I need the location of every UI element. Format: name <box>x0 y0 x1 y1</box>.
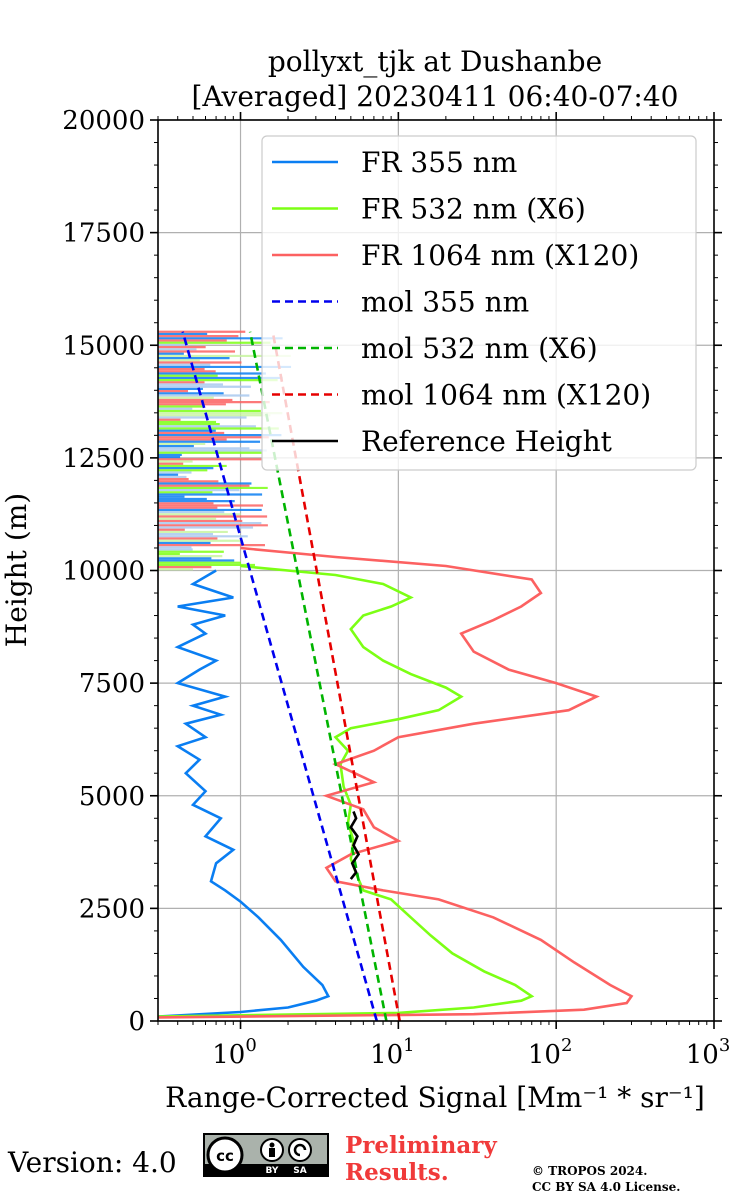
series-line-2 <box>157 546 634 1019</box>
legend-box <box>261 135 697 471</box>
legend-entry-5: mol 1064 nm (X120) <box>361 379 651 412</box>
copyright-line2: CC BY SA 4.0 License. <box>532 1180 681 1194</box>
series-line-6 <box>349 811 361 880</box>
legend-entry-3: mol 355 nm <box>361 286 529 319</box>
y-tick-label: 12500 <box>62 444 145 474</box>
x-tick-label: 100 <box>212 1035 257 1070</box>
preliminary-results-note: Preliminary Results. <box>345 1132 497 1186</box>
y-tick-label: 15000 <box>62 331 145 361</box>
y-tick-label: 2500 <box>79 894 145 924</box>
legend-entry-4: mol 532 nm (X6) <box>361 332 598 365</box>
y-tick-label: 17500 <box>62 219 145 249</box>
axes: 0 2500 5000 7500 10000 12500 15000 17500 20000 10… <box>62 106 730 1070</box>
y-axis-label: Height (m) <box>0 493 33 647</box>
cc-license-badge[interactable]: cc BY SA <box>203 1133 329 1177</box>
copyright-line1: © TROPOS 2024. <box>532 1164 648 1178</box>
legend-entry-6: Reference Height <box>361 425 613 458</box>
chart-title-line1: pollyxt_tjk at Dushanbe <box>268 45 602 78</box>
sa-mark: SA <box>293 1166 306 1175</box>
legend-entry-0: FR 355 nm <box>361 146 517 179</box>
by-mark: BY <box>266 1166 279 1175</box>
x-tick-label: 101 <box>370 1035 415 1070</box>
series-line-0 <box>157 569 331 1018</box>
legend: FR 355 nm FR 532 nm (X6) FR 1064 nm (X120)… <box>261 135 697 471</box>
x-axis-label-text: Range-Corrected Signal <box>165 1081 507 1114</box>
x-tick-label: 103 <box>686 1035 731 1070</box>
preliminary-line1: Preliminary <box>345 1132 497 1159</box>
preliminary-line2: Results. <box>345 1159 449 1186</box>
legend-entry-1: FR 532 nm (X6) <box>361 193 586 226</box>
y-tick-label: 5000 <box>79 782 145 812</box>
cc-mark: cc <box>216 1147 234 1165</box>
series-line-3 <box>181 331 379 1022</box>
noise-region <box>158 330 292 571</box>
series-line-1 <box>157 564 535 1018</box>
x-axis-label: Range-Corrected Signal [Mm⁻¹ * sr⁻¹] <box>165 1081 705 1114</box>
chart-title-line2: [Averaged] 20230411 06:40-07:40 <box>192 80 679 113</box>
version-label: Version: 4.0 <box>8 1146 177 1179</box>
x-tick-label: 102 <box>528 1035 573 1070</box>
y-tick-label: 10000 <box>62 557 145 587</box>
y-tick-label: 0 <box>128 1007 145 1037</box>
legend-entry-2: FR 1064 nm (X120) <box>361 239 639 272</box>
y-tick-label: 7500 <box>79 669 145 699</box>
y-tick-label: 20000 <box>62 106 145 136</box>
copyright-note: © TROPOS 2024. CC BY SA 4.0 License. <box>532 1163 680 1195</box>
cc-by-sa-icon: cc BY SA <box>205 1135 327 1176</box>
x-axis-label-units: [Mm⁻¹ * sr⁻¹] <box>516 1081 705 1114</box>
